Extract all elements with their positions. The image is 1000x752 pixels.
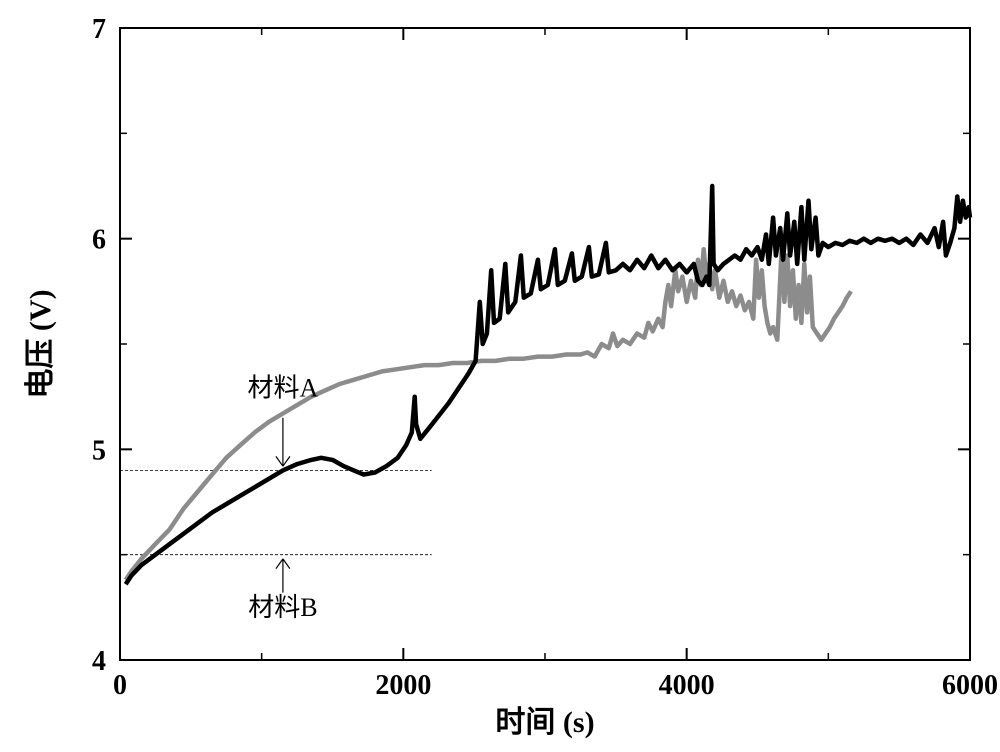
series-annotation: 材料B xyxy=(248,593,317,622)
plot-frame xyxy=(120,28,970,660)
voltage-time-chart: 0 2000 4000 6000 4 5 6 7 时间 (s) 电压 (V) 材料A 材料B xyxy=(0,0,1000,752)
x-tick-label: 4000 xyxy=(659,670,715,701)
x-tick-label: 0 xyxy=(113,670,127,701)
y-axis-label: 电压 (V) xyxy=(24,289,57,398)
chart-svg: 0 2000 4000 6000 4 5 6 7 时间 (s) 电压 (V) 材料A 材料B xyxy=(0,0,1000,752)
y-tick-label: 6 xyxy=(92,225,106,256)
y-tick-label: 4 xyxy=(92,646,106,677)
y-tick-label: 5 xyxy=(92,435,106,466)
x-tick-label: 2000 xyxy=(375,670,431,701)
series-annotation: 材料A xyxy=(248,374,319,403)
x-axis-label: 时间 (s) xyxy=(495,706,594,739)
x-tick-label: 6000 xyxy=(942,670,998,701)
y-tick-label: 7 xyxy=(92,14,106,45)
